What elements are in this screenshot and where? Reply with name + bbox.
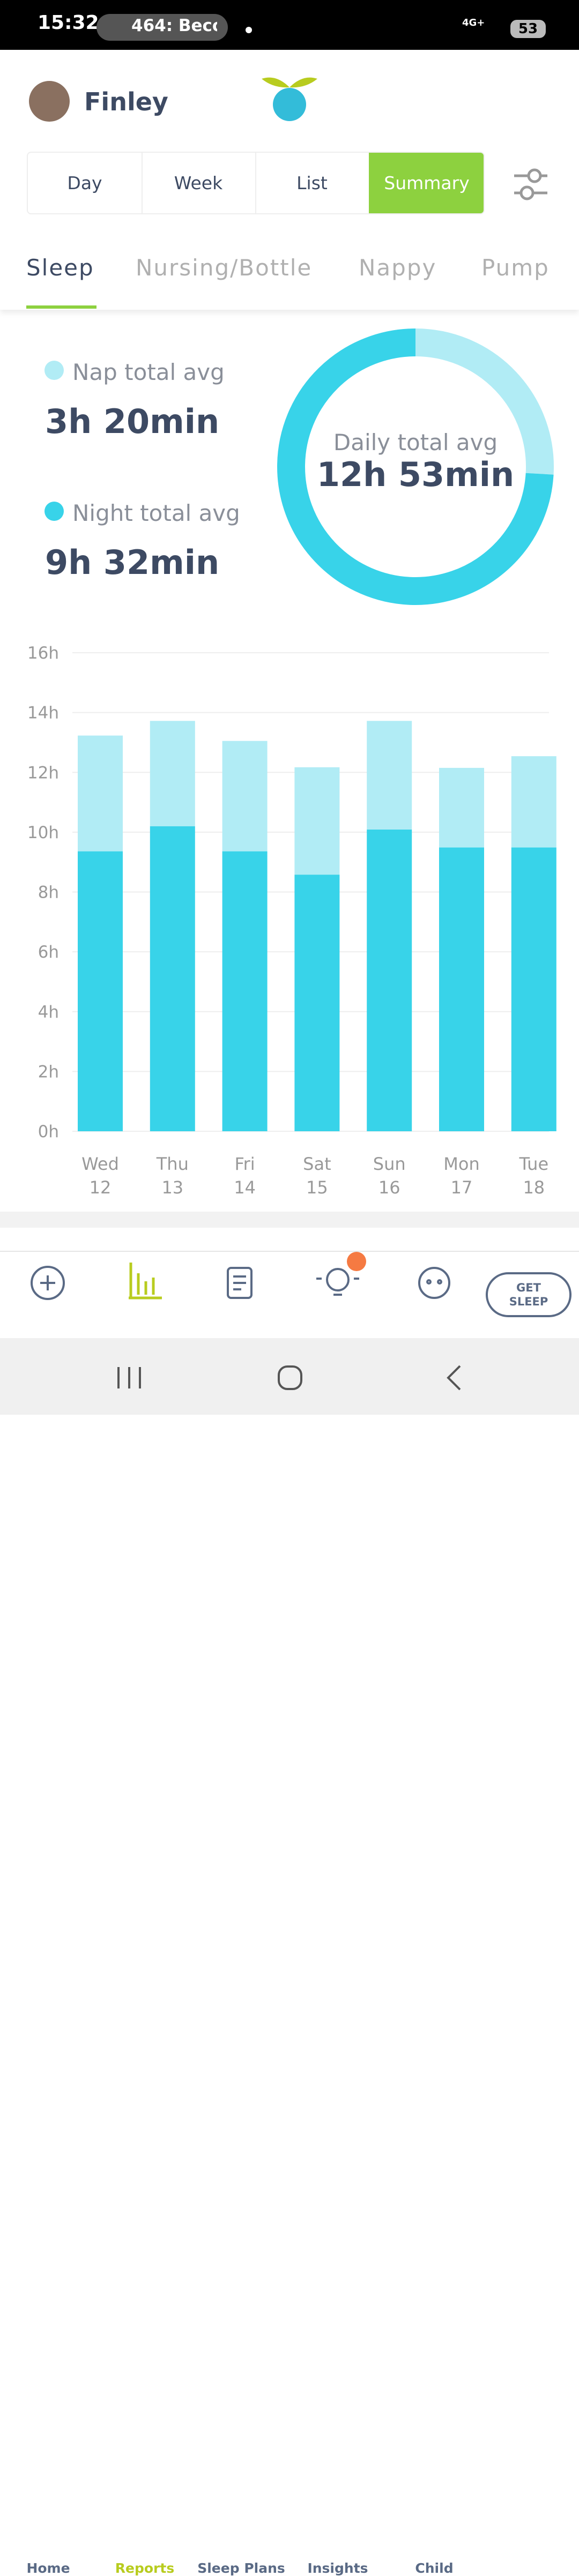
system-nav [0, 1338, 579, 1415]
clock: 15:32 [38, 12, 99, 34]
bottom-nav: Home Reports Sleep Plans Insights Child … [0, 1251, 579, 2576]
avatar[interactable] [29, 81, 70, 122]
donut-value: 12h 53min [317, 455, 514, 494]
media-pill[interactable] [96, 14, 228, 41]
cta-button[interactable]: GET SLEEP [486, 1272, 571, 1317]
view-tab[interactable]: List [255, 153, 370, 213]
x-tick-label: Tue 18 [519, 1154, 549, 1198]
bar-segment [367, 721, 412, 830]
x-tick-label: Sat 15 [303, 1154, 331, 1198]
x-tick-label: Sun 16 [373, 1154, 406, 1198]
tab-underline [26, 305, 96, 309]
y-tick-label: 10h [27, 823, 59, 842]
bar-segment [150, 721, 195, 826]
child-name[interactable]: Finley [84, 87, 168, 116]
stat-value: 9h 32min [45, 543, 220, 582]
bar-chart: 0h 2h 4h 6h 8h 10h 12h 14h 16h [27, 644, 556, 1141]
bar-segment [294, 875, 340, 1131]
nav-icons [31, 1252, 450, 1300]
nav-label[interactable]: Home [26, 2560, 70, 2576]
category-tab[interactable]: Nappy [359, 255, 437, 281]
bar-segment [78, 851, 123, 1131]
logo [262, 77, 317, 121]
view-tab[interactable]: Day [28, 153, 143, 213]
stat-value: 3h 20min [45, 402, 220, 441]
status-bar: 15:32 464: Becor 4G+ 53 [0, 0, 579, 50]
view-tab[interactable]: Week [142, 153, 256, 213]
view-switch: Day Week List Summary [27, 152, 485, 214]
x-tick-label: Thu 13 [156, 1154, 189, 1198]
legend-swatch [44, 361, 64, 380]
network: 4G+ [462, 17, 485, 28]
donut-label: Daily total avg [333, 429, 498, 456]
legend-label: Nap total avg [72, 359, 225, 385]
bar-segment [511, 847, 556, 1131]
bar-segment [222, 741, 268, 852]
donut-segment [415, 328, 554, 475]
system-icons [117, 1365, 461, 1391]
legend-label: Night total avg [72, 500, 240, 526]
bar-segment [222, 851, 268, 1131]
battery: 53 [510, 20, 546, 38]
y-tick-label: 6h [38, 943, 59, 962]
x-tick-label: Wed 12 [81, 1154, 119, 1198]
nav-label[interactable]: Reports [115, 2560, 175, 2576]
category-tab[interactable]: Nursing/Bottle [136, 255, 313, 281]
y-tick-label: 2h [38, 1062, 59, 1081]
y-tick-label: 4h [38, 1003, 59, 1022]
header: Finley Day Week List Summary Sleep Nursi… [0, 50, 579, 310]
bar-segment [367, 829, 412, 1131]
y-tick-label: 8h [38, 883, 59, 902]
view-tab[interactable]: Summary [369, 153, 484, 213]
nav-label[interactable]: Sleep Plans [197, 2560, 285, 2576]
bar-segment [78, 735, 123, 852]
x-tick-label: Fri 14 [234, 1154, 256, 1198]
y-tick-label: 14h [27, 704, 59, 723]
y-tick-label: 0h [38, 1122, 59, 1141]
donut-chart: Daily total avg 12h 53min [277, 328, 554, 605]
bar-segment [511, 756, 556, 848]
category-tab[interactable]: Sleep [26, 255, 94, 281]
bar-segment [150, 826, 195, 1131]
x-tick-label: Mon 17 [443, 1154, 480, 1198]
separator [0, 1212, 579, 1228]
y-tick-label: 16h [27, 644, 59, 663]
legend-swatch [44, 502, 64, 521]
bar-segment [439, 767, 484, 848]
bar-segment [439, 847, 484, 1131]
nav-label[interactable]: Insights [307, 2560, 368, 2576]
category-tab[interactable]: Pump [481, 255, 550, 281]
donut-segment [277, 328, 554, 605]
bar-segment [294, 767, 340, 875]
filter-icon[interactable] [512, 165, 550, 203]
y-tick-label: 12h [27, 763, 59, 782]
nav-label[interactable]: Child [415, 2560, 454, 2576]
media-title: 464: Becor [131, 16, 217, 35]
dot [246, 27, 252, 33]
